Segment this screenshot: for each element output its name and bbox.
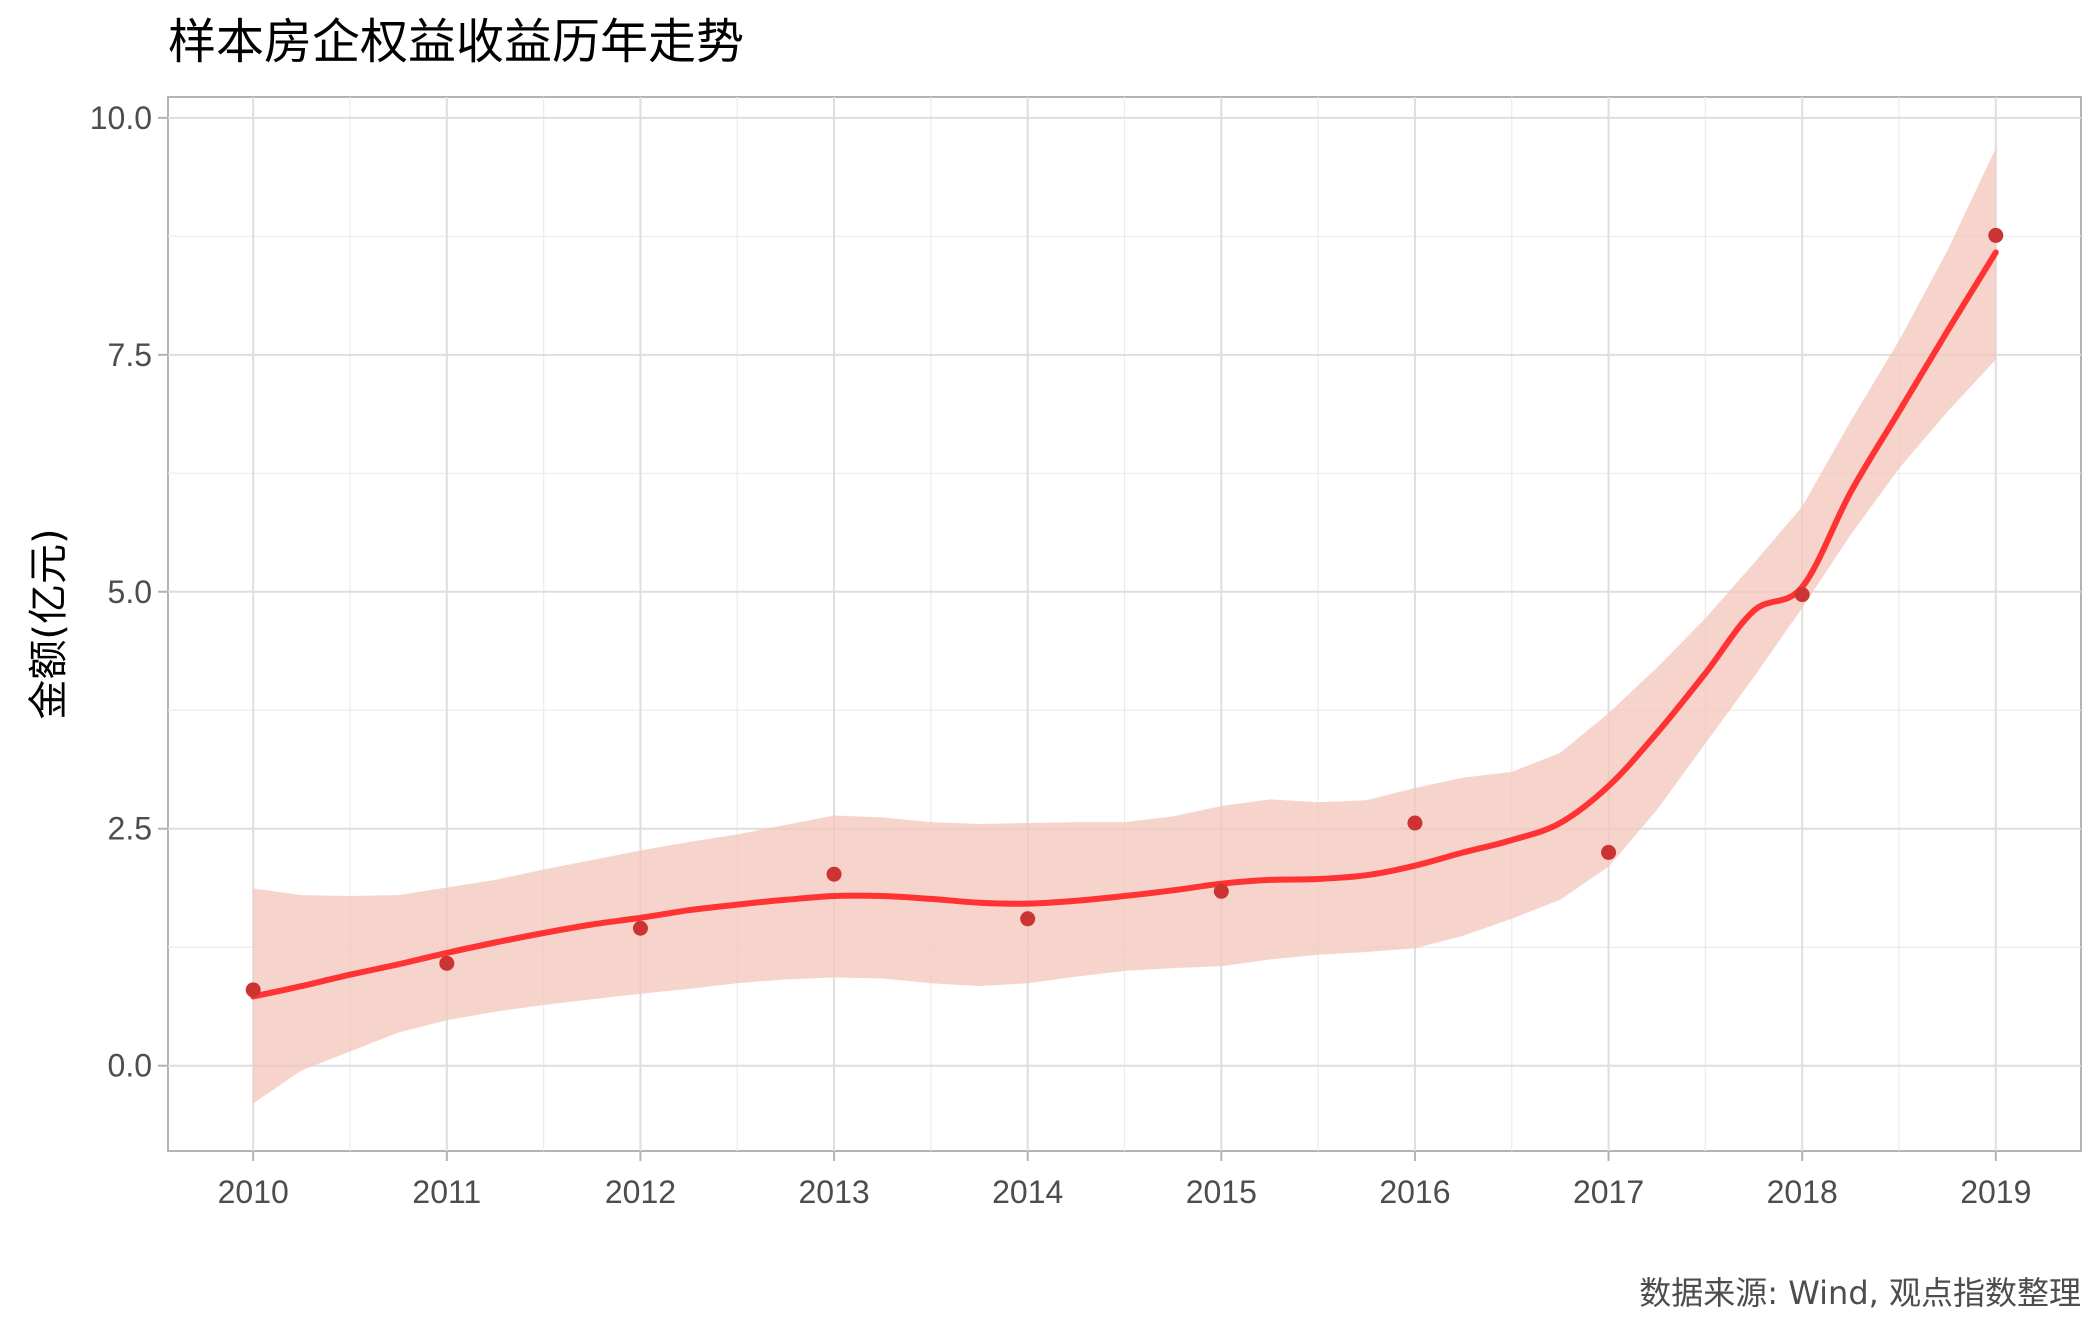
chart-title: 样本房企权益收益历年走势 — [168, 14, 744, 70]
y-tick-label: 10.0 — [90, 100, 152, 136]
data-point — [245, 982, 261, 998]
x-tick-label: 2017 — [1573, 1174, 1644, 1210]
x-tick-label: 2018 — [1767, 1174, 1838, 1210]
data-point — [439, 955, 455, 971]
x-tick-label: 2016 — [1379, 1174, 1450, 1210]
axes-layer: 2010 2011 2012 2013 2014 2015 2016 2017 2018 2019… — [90, 100, 2032, 1210]
y-tick-label: 5.0 — [108, 574, 152, 610]
x-tick-label: 2014 — [992, 1174, 1063, 1210]
x-tick-label: 2012 — [605, 1174, 676, 1210]
data-point — [1794, 587, 1810, 603]
data-point — [632, 920, 648, 936]
data-point — [1020, 911, 1036, 927]
data-point — [1407, 815, 1423, 831]
data-point — [1988, 227, 2004, 243]
y-tick-label: 7.5 — [108, 337, 152, 373]
chart-caption: 数据来源: Wind, 观点指数整理 — [1639, 1274, 2081, 1312]
data-point — [1213, 883, 1229, 899]
x-tick-label: 2019 — [1960, 1174, 2031, 1210]
x-tick-label: 2013 — [798, 1174, 869, 1210]
data-point — [826, 866, 842, 882]
data-point — [1601, 844, 1617, 860]
y-tick-label: 0.0 — [108, 1048, 152, 1084]
x-tick-label: 2015 — [1186, 1174, 1257, 1210]
smooth-line — [250, 249, 1999, 1000]
data-points-layer — [245, 227, 2004, 998]
confidence-band — [253, 148, 1996, 1104]
y-tick-label: 2.5 — [108, 811, 152, 847]
x-tick-label: 2010 — [218, 1174, 289, 1210]
y-axis-label: 金额(亿元) — [26, 528, 72, 719]
smooth-line-layer — [250, 249, 1999, 1000]
x-tick-label: 2011 — [412, 1174, 481, 1210]
confidence-band-layer — [253, 148, 1996, 1104]
